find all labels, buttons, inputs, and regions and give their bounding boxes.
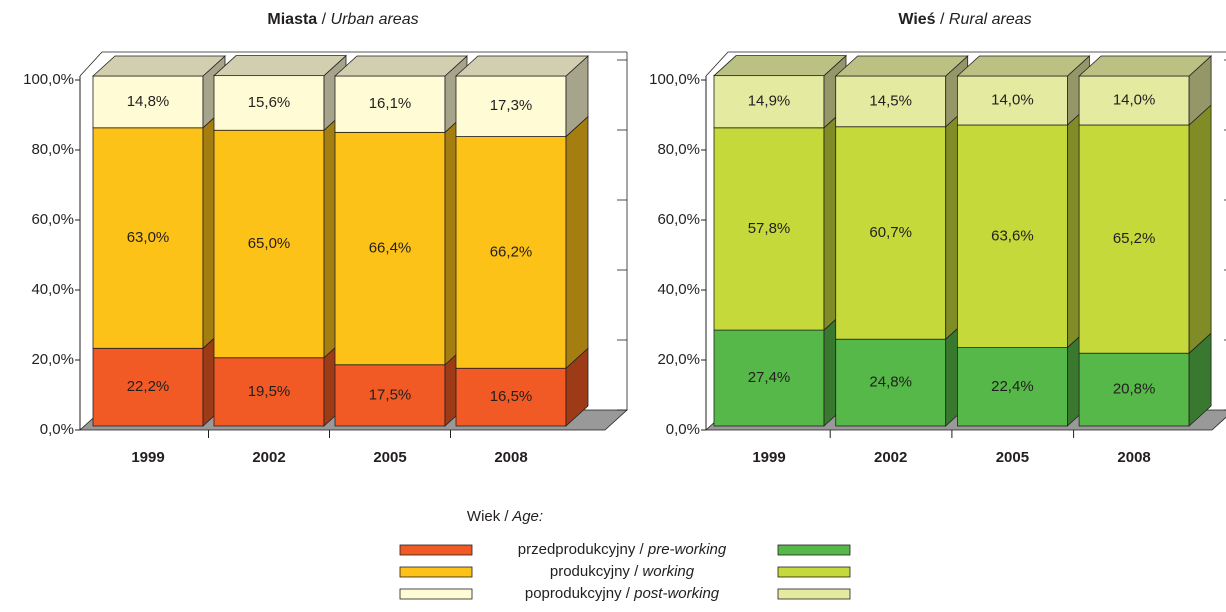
x-tick-label: 2002 [252, 449, 285, 466]
y-tick-label: 20,0% [657, 351, 700, 368]
chart-title: Wieś / Rural areas [898, 11, 1031, 28]
x-tick-label: 1999 [131, 449, 164, 466]
bar-front [957, 347, 1068, 427]
legend-swatch [777, 566, 851, 578]
bar-front [334, 364, 446, 427]
data-label: 17,3% [490, 97, 533, 114]
legend-swatch [777, 588, 851, 600]
bar-top [1078, 55, 1213, 77]
bar-segment [1078, 104, 1212, 355]
bar-front [957, 124, 1068, 349]
bar-segment [957, 104, 1090, 349]
bar-top [956, 55, 1091, 77]
data-label: 14,5% [869, 92, 912, 109]
bar-front [1078, 352, 1190, 427]
data-label: 17,5% [369, 386, 412, 403]
x-tick-label: 1999 [752, 449, 785, 466]
data-label: 20,8% [1113, 381, 1156, 398]
bar-side [565, 115, 589, 370]
bar-front [92, 127, 204, 349]
bar-top [454, 55, 590, 77]
x-tick-label: 2008 [494, 449, 527, 466]
data-label: 27,4% [748, 369, 791, 386]
y-tick-label: 80,0% [657, 141, 700, 158]
bar-top [834, 55, 969, 77]
data-label: 65,0% [248, 235, 291, 252]
bar-front [713, 127, 825, 331]
data-label: 65,2% [1113, 230, 1156, 247]
data-label: 16,5% [490, 388, 533, 405]
bar-front [334, 131, 446, 366]
y-tick-label: 100,0% [23, 71, 74, 88]
bar-front [1078, 124, 1190, 354]
data-label: 57,8% [748, 220, 791, 237]
data-label: 15,6% [248, 94, 291, 111]
chart-title: Miasta / Urban areas [267, 11, 418, 28]
x-tick-label: 2005 [373, 449, 406, 466]
bar-top [91, 55, 227, 77]
bar-segment [333, 55, 469, 134]
y-tick-label: 20,0% [31, 351, 74, 368]
data-label: 66,2% [490, 243, 533, 260]
data-label: 16,1% [369, 95, 412, 112]
legend-swatch [399, 566, 473, 578]
bar-top [712, 55, 848, 77]
bar-front [835, 338, 947, 427]
bar-front [92, 347, 204, 427]
data-label: 63,0% [127, 229, 170, 246]
bar-front [213, 129, 325, 359]
x-tick-label: 2008 [1117, 449, 1150, 466]
data-label: 22,4% [991, 378, 1034, 395]
data-label: 63,6% [991, 227, 1034, 244]
x-tick-label: 2005 [996, 449, 1029, 466]
y-axis-depth [705, 51, 729, 77]
legend-swatch [399, 588, 473, 600]
y-tick-label: 100,0% [649, 71, 700, 88]
bar-front [713, 329, 825, 427]
bar-front [835, 75, 947, 128]
legend-title: Wiek / Age: [467, 508, 543, 525]
y-tick-label: 60,0% [657, 211, 700, 228]
data-label: 14,0% [991, 91, 1034, 108]
bar-side [1188, 104, 1212, 355]
bar-front [213, 75, 325, 131]
bar-top [212, 55, 348, 77]
y-tick-label: 0,0% [40, 421, 74, 438]
data-label: 24,8% [869, 374, 912, 391]
data-label: 14,9% [748, 93, 791, 110]
legend-swatch [777, 544, 851, 556]
y-tick-label: 40,0% [657, 281, 700, 298]
bar-segment [454, 55, 590, 138]
y-tick-label: 60,0% [31, 211, 74, 228]
bar-front [455, 367, 567, 427]
bar-front [957, 75, 1068, 126]
bar-front [334, 75, 446, 133]
y-axis-depth [79, 51, 103, 77]
data-label: 14,0% [1113, 91, 1156, 108]
data-label: 19,5% [248, 383, 291, 400]
bar-front [835, 126, 947, 340]
y-tick-label: 0,0% [666, 421, 700, 438]
bar-segment [835, 105, 969, 341]
x-tick-label: 2002 [874, 449, 907, 466]
data-label: 66,4% [369, 240, 412, 257]
bar-segment [213, 336, 347, 427]
legend-swatch [399, 544, 473, 556]
legend-label: produkcyjny / working [550, 563, 695, 580]
bar-segment [1078, 55, 1213, 126]
data-label: 22,2% [127, 378, 170, 395]
data-label: 14,8% [127, 93, 170, 110]
y-tick-label: 80,0% [31, 141, 74, 158]
data-label: 60,7% [869, 224, 912, 241]
y-tick-label: 40,0% [31, 281, 74, 298]
legend-label: poprodukcyjny / post-working [525, 585, 720, 602]
bar-front [1078, 75, 1190, 126]
bar-front [455, 75, 567, 137]
legend-label: przedprodukcyjny / pre-working [518, 541, 727, 558]
bar-segment [455, 115, 589, 370]
bar-top [333, 55, 469, 77]
bar-segment [455, 347, 589, 427]
bar-segment [1078, 332, 1212, 427]
